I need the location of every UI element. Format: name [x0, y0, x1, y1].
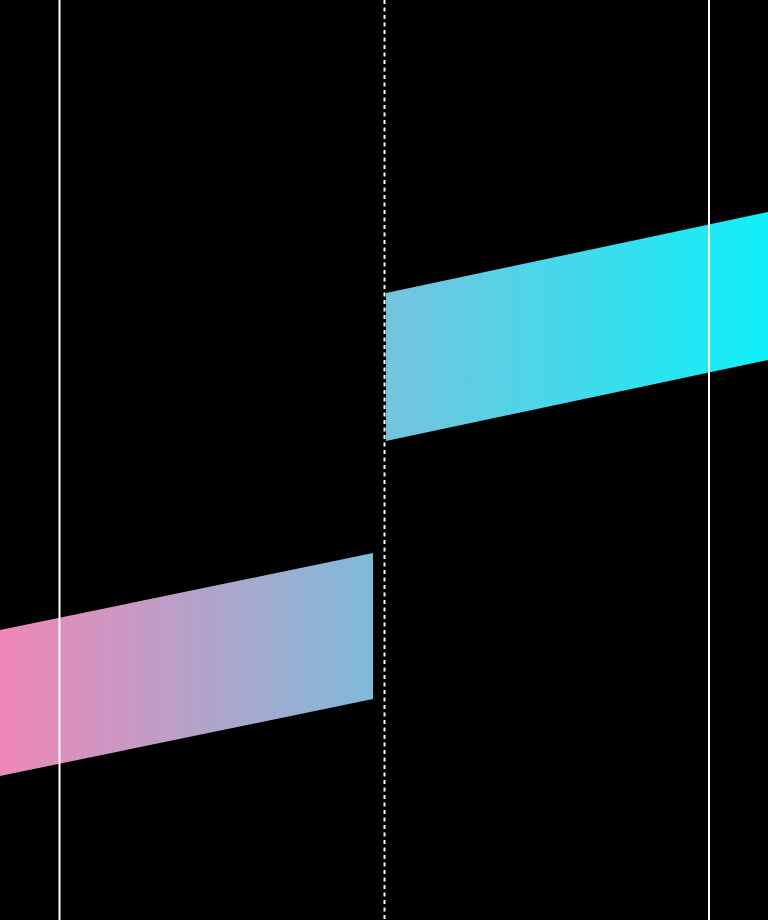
- gradient-ribbon-blue-to-cyan: [386, 212, 768, 441]
- gradient-ribbon-pink-to-blue: [0, 553, 373, 776]
